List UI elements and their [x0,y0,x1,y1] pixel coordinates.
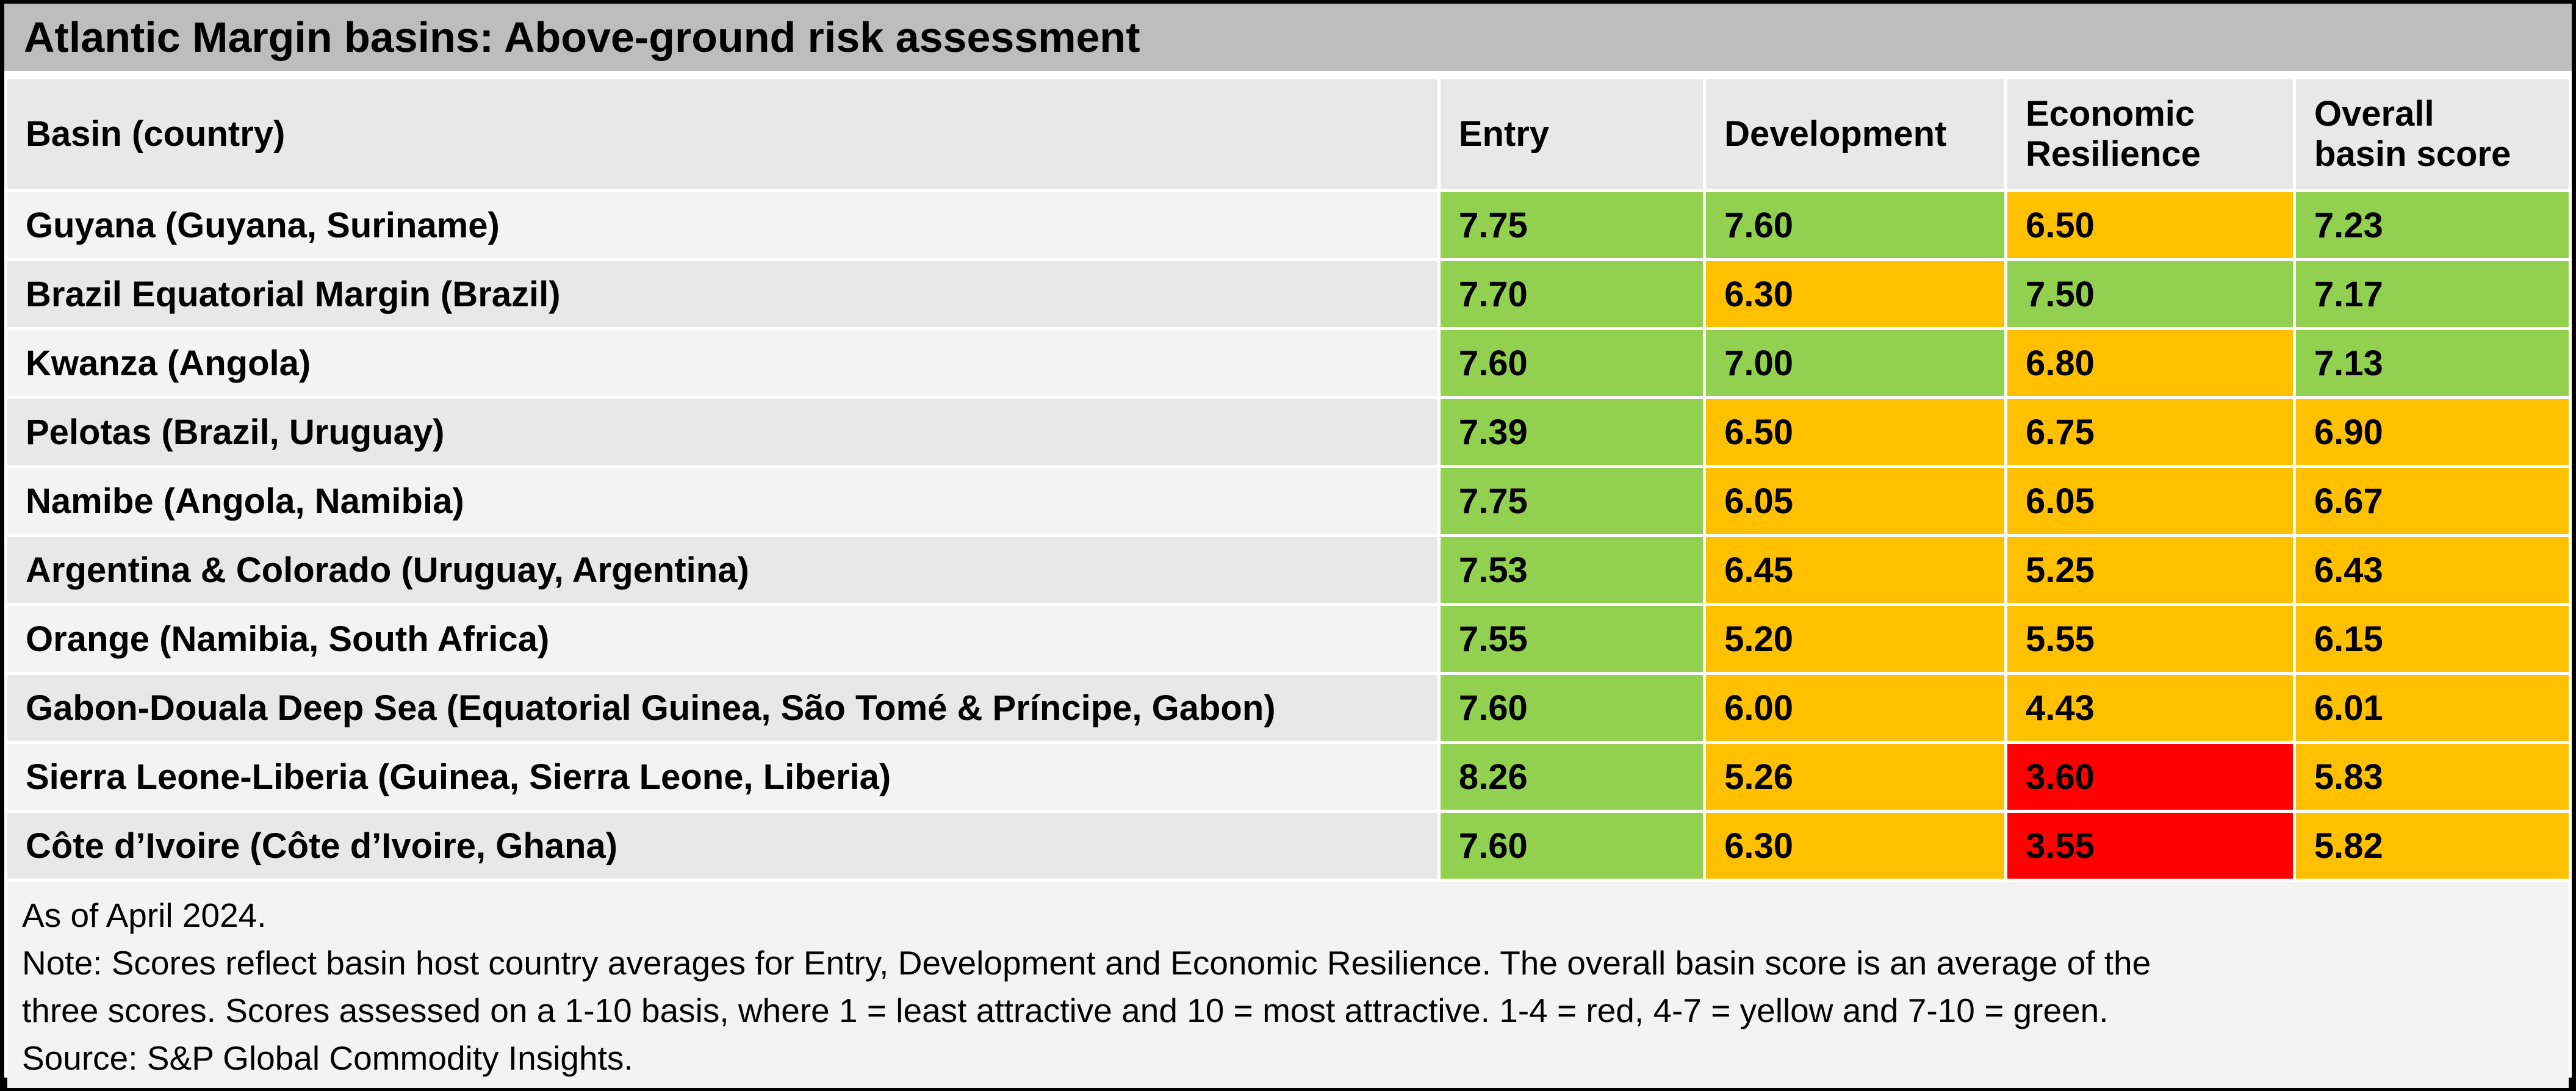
score-cell-entry: 7.55 [1440,606,1704,672]
footnotes: As of April 2024. Note: Scores reflect b… [7,882,2569,1088]
basin-cell: Guyana (Guyana, Suriname) [7,192,1437,258]
score-cell-economic-resilience: 4.43 [2007,675,2293,741]
score-cell-economic-resilience: 6.50 [2007,192,2293,258]
table-row: Gabon-Douala Deep Sea (Equatorial Guinea… [7,675,2569,741]
score-cell-overall: 6.43 [2295,537,2569,603]
basin-cell: Namibe (Angola, Namibia) [7,468,1437,534]
table-row: Kwanza (Angola) 7.60 7.00 6.80 7.13 [7,330,2569,396]
table-title: Atlantic Margin basins: Above-ground ris… [24,13,1140,61]
footnote-note: Note: Scores reflect basin host country … [22,944,2151,1029]
score-cell-entry: 8.26 [1440,744,1704,810]
score-cell-entry: 7.53 [1440,537,1704,603]
score-cell-overall: 6.90 [2295,399,2569,465]
score-cell-economic-resilience: 5.55 [2007,606,2293,672]
table-row: Orange (Namibia, South Africa) 7.55 5.20… [7,606,2569,672]
score-cell-development: 5.20 [1706,606,2004,672]
score-cell-economic-resilience: 6.05 [2007,468,2293,534]
score-cell-development: 6.30 [1706,813,2004,879]
basin-cell: Argentina & Colorado (Uruguay, Argentina… [7,537,1437,603]
score-cell-entry: 7.39 [1440,399,1704,465]
basin-cell: Brazil Equatorial Margin (Brazil) [7,261,1437,327]
score-cell-development: 6.30 [1706,261,2004,327]
score-cell-entry: 7.60 [1440,675,1704,741]
score-cell-entry: 7.75 [1440,468,1704,534]
score-cell-overall: 5.83 [2295,744,2569,810]
column-header-overall-basin-score: Overall basin score [2295,79,2569,189]
score-cell-development: 7.60 [1706,192,2004,258]
footnotes-row: As of April 2024. Note: Scores reflect b… [7,882,2569,1088]
score-cell-development: 6.00 [1706,675,2004,741]
score-cell-development: 6.50 [1706,399,2004,465]
column-header-entry: Entry [1440,79,1704,189]
table-row: Brazil Equatorial Margin (Brazil) 7.70 6… [7,261,2569,327]
score-cell-entry: 7.60 [1440,813,1704,879]
score-cell-overall: 5.82 [2295,813,2569,879]
basin-cell: Kwanza (Angola) [7,330,1437,396]
column-header-basin: Basin (country) [7,79,1437,189]
score-cell-economic-resilience: 7.50 [2007,261,2293,327]
basin-cell: Gabon-Douala Deep Sea (Equatorial Guinea… [7,675,1437,741]
table-row: Namibe (Angola, Namibia) 7.75 6.05 6.05 … [7,468,2569,534]
title-bar: Atlantic Margin basins: Above-ground ris… [4,4,2572,71]
score-cell-overall: 6.01 [2295,675,2569,741]
score-cell-economic-resilience: 3.60 [2007,744,2293,810]
table-row: Pelotas (Brazil, Uruguay) 7.39 6.50 6.75… [7,399,2569,465]
table-row: Sierra Leone-Liberia (Guinea, Sierra Leo… [7,744,2569,810]
score-cell-development: 6.45 [1706,537,2004,603]
score-cell-economic-resilience: 6.80 [2007,330,2293,396]
score-cell-overall: 7.13 [2295,330,2569,396]
score-cell-overall: 6.15 [2295,606,2569,672]
column-header-development: Development [1706,79,2004,189]
score-cell-entry: 7.60 [1440,330,1704,396]
header-row: Basin (country) Entry Development Econom… [7,79,2569,189]
score-cell-entry: 7.70 [1440,261,1704,327]
score-cell-development: 7.00 [1706,330,2004,396]
score-cell-overall: 7.23 [2295,192,2569,258]
score-cell-economic-resilience: 3.55 [2007,813,2293,879]
exhibit-sheet: Atlantic Margin basins: Above-ground ris… [4,4,2572,1088]
score-cell-economic-resilience: 6.75 [2007,399,2293,465]
score-cell-development: 6.05 [1706,468,2004,534]
column-header-economic-resilience: Economic Resilience [2007,79,2293,189]
basin-cell: Pelotas (Brazil, Uruguay) [7,399,1437,465]
footnote-as-of: As of April 2024. [22,896,267,934]
table-row: Côte d’Ivoire (Côte d’Ivoire, Ghana) 7.6… [7,813,2569,879]
risk-assessment-table: Basin (country) Entry Development Econom… [4,76,2572,1091]
basin-cell: Sierra Leone-Liberia (Guinea, Sierra Leo… [7,744,1437,810]
score-cell-entry: 7.75 [1440,192,1704,258]
score-cell-overall: 6.67 [2295,468,2569,534]
table-row: Argentina & Colorado (Uruguay, Argentina… [7,537,2569,603]
score-cell-economic-resilience: 5.25 [2007,537,2293,603]
score-cell-development: 5.26 [1706,744,2004,810]
table-row: Guyana (Guyana, Suriname) 7.75 7.60 6.50… [7,192,2569,258]
score-cell-overall: 7.17 [2295,261,2569,327]
basin-cell: Orange (Namibia, South Africa) [7,606,1437,672]
footnote-source: Source: S&P Global Commodity Insights. [22,1039,633,1077]
basin-cell: Côte d’Ivoire (Côte d’Ivoire, Ghana) [7,813,1437,879]
